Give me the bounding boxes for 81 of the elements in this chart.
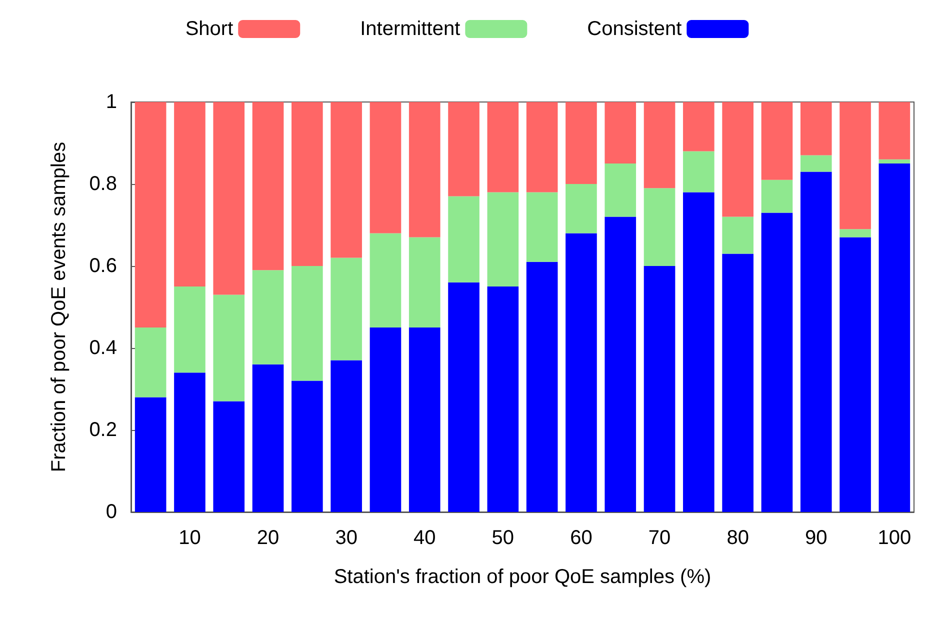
y-tick-label: 0.4 <box>89 337 117 359</box>
bar <box>644 102 676 188</box>
x-tick-label: 50 <box>492 527 514 549</box>
bar <box>292 266 323 381</box>
x-tick-label: 20 <box>256 527 280 549</box>
bar <box>448 196 480 282</box>
bar <box>644 266 676 512</box>
x-tick-label: 10 <box>178 527 201 549</box>
bar <box>174 372 206 512</box>
bar <box>252 102 284 270</box>
bar <box>566 102 597 184</box>
bar <box>213 401 245 512</box>
bar <box>370 102 402 234</box>
bar <box>683 102 714 152</box>
bar <box>330 102 362 258</box>
bar <box>644 188 676 266</box>
bar <box>408 328 440 512</box>
y-tick-label: 1 <box>106 91 117 113</box>
bar <box>800 172 832 512</box>
bar <box>330 360 362 512</box>
bar <box>878 159 910 164</box>
legend-label: Consistent <box>587 18 682 40</box>
bar <box>487 192 519 286</box>
bar <box>840 102 871 230</box>
bar <box>566 184 597 234</box>
bar <box>722 216 754 254</box>
bar <box>800 102 832 156</box>
bar <box>604 102 636 164</box>
bar <box>252 270 284 364</box>
bar <box>134 397 166 512</box>
y-tick-label: 0 <box>106 501 117 523</box>
bar <box>487 102 519 192</box>
bar <box>252 364 284 512</box>
bar <box>370 233 402 328</box>
bar <box>448 282 480 512</box>
bar <box>526 262 558 512</box>
bar <box>292 102 323 266</box>
x-axis-title: Station's fraction of poor QoE samples (%) <box>334 566 712 588</box>
bar <box>683 151 714 192</box>
y-tick-label: 0.8 <box>89 173 117 195</box>
bar <box>134 328 166 398</box>
bar <box>566 233 597 512</box>
x-tick-label: 70 <box>648 527 671 549</box>
x-tick-label: 60 <box>570 527 592 549</box>
bar <box>604 164 636 217</box>
bar <box>487 286 519 512</box>
bar <box>526 192 558 262</box>
bar <box>761 102 793 180</box>
bar <box>840 229 871 238</box>
bar <box>174 102 206 286</box>
bar <box>878 102 910 160</box>
y-tick-label: 0.6 <box>89 255 117 277</box>
bar <box>448 102 480 196</box>
bar <box>526 102 558 192</box>
y-tick-label: 0.2 <box>89 419 117 441</box>
bar <box>761 180 793 213</box>
bar <box>840 237 871 512</box>
bar <box>370 328 402 512</box>
bar <box>174 286 206 373</box>
bar <box>722 102 754 217</box>
bar <box>722 254 754 512</box>
bar <box>761 212 793 512</box>
bar <box>134 102 166 328</box>
bar <box>408 237 440 328</box>
x-tick-label: 40 <box>414 527 436 549</box>
bar <box>213 102 245 295</box>
x-tick-label: 100 <box>878 527 912 549</box>
bar <box>604 216 636 512</box>
x-tick-label: 90 <box>805 527 828 549</box>
bar <box>213 294 245 402</box>
bar <box>683 192 714 512</box>
bar <box>330 258 362 360</box>
bar <box>292 380 323 512</box>
bar <box>878 164 910 512</box>
legend-label: Short <box>185 18 234 40</box>
x-tick-label: 80 <box>726 527 749 549</box>
x-tick-label: 30 <box>335 527 358 549</box>
bar <box>800 155 832 172</box>
y-axis-title: Fraction of poor QoE events samples <box>48 142 70 472</box>
legend-label: Intermittent <box>360 18 461 40</box>
bar <box>408 102 440 238</box>
